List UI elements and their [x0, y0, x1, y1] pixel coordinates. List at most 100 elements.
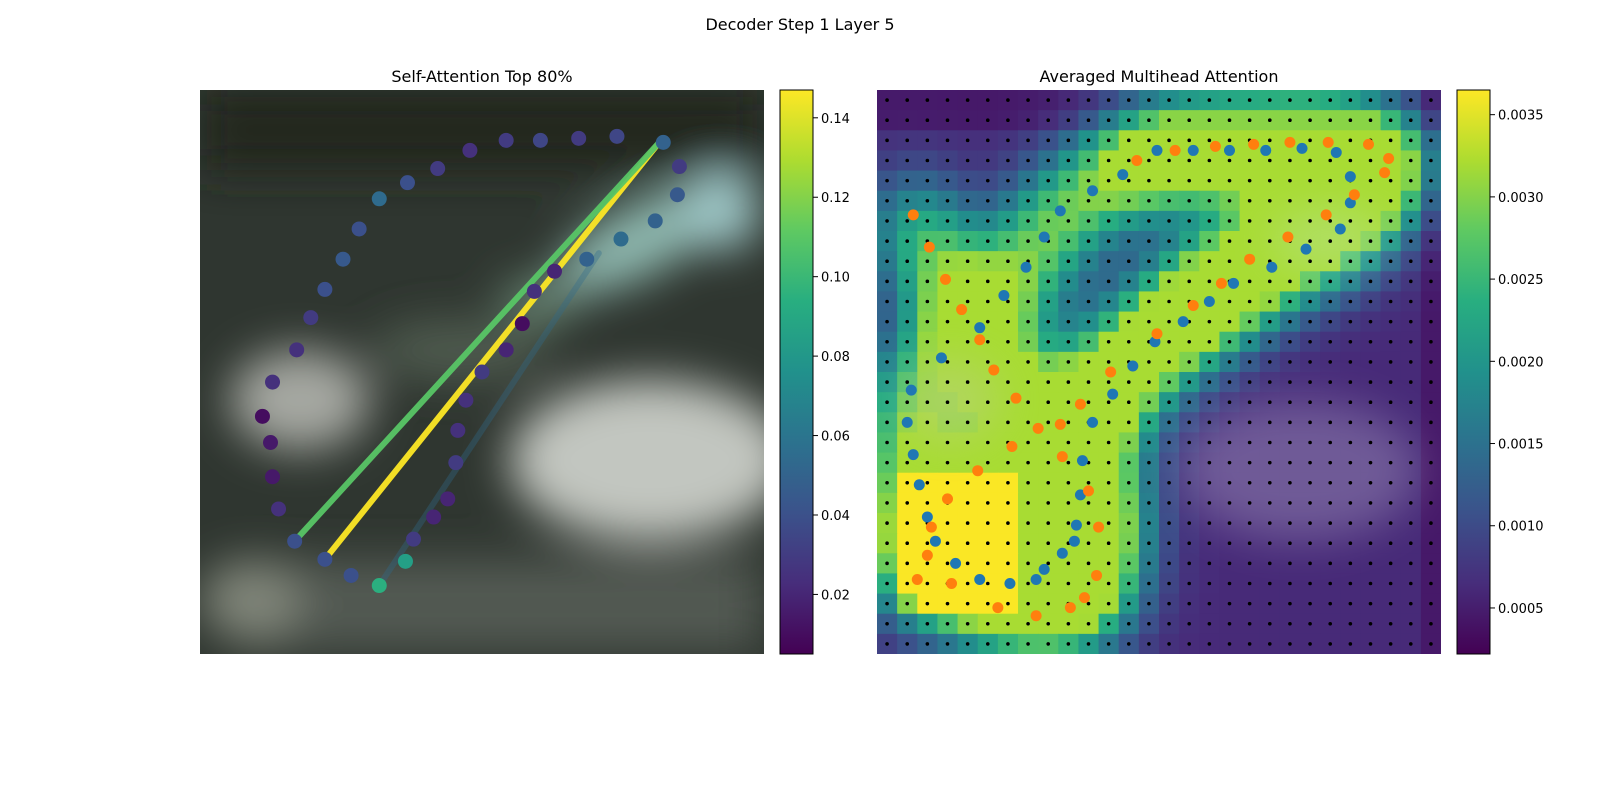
reference-dot	[1429, 319, 1433, 324]
reference-dot	[985, 621, 990, 626]
reference-dot	[1126, 299, 1131, 304]
reference-dot	[1066, 118, 1071, 123]
reference-dot	[1187, 380, 1192, 384]
reference-dot	[1388, 299, 1393, 304]
reference-dot	[985, 642, 990, 646]
reference-dot	[1348, 601, 1353, 606]
reference-dot	[1167, 259, 1171, 264]
reference-dot	[1267, 219, 1272, 223]
reference-dot	[1126, 581, 1131, 586]
reference-dot	[1388, 118, 1393, 123]
reference-dot	[1086, 440, 1091, 445]
reference-dot	[1288, 279, 1292, 284]
reference-dot	[1046, 319, 1051, 324]
reference-dot	[1046, 380, 1051, 384]
reference-dot	[1288, 400, 1292, 405]
reference-dot	[1126, 541, 1131, 546]
reference-dot	[885, 239, 889, 243]
reference-dot	[945, 480, 950, 485]
reference-dot	[885, 219, 889, 223]
reference-dot	[1348, 319, 1353, 324]
blue-point	[1177, 316, 1189, 328]
orange-point	[1244, 253, 1256, 265]
reference-dot	[1046, 118, 1051, 123]
reference-dot	[1026, 299, 1030, 304]
reference-dot	[925, 138, 930, 143]
reference-dot	[1348, 118, 1353, 123]
reference-dot	[985, 581, 990, 586]
reference-dot	[1207, 621, 1212, 626]
reference-dot	[1187, 581, 1192, 586]
left-colorbar: 0.02 0.04 0.06 0.08 0.10 0.12 0.14	[779, 89, 850, 655]
orange-point	[942, 493, 953, 505]
blue-point	[1038, 231, 1050, 243]
reference-dot	[1328, 98, 1333, 102]
reference-dot	[1106, 98, 1111, 102]
reference-dot	[1388, 440, 1393, 445]
trajectory-point	[430, 161, 446, 177]
trajectory-point	[397, 553, 413, 569]
reference-dot	[1066, 219, 1071, 223]
reference-dot	[1126, 521, 1131, 525]
reference-dot	[1368, 561, 1373, 566]
trajectory-point	[265, 469, 281, 485]
orange-point	[1362, 138, 1374, 150]
reference-dot	[905, 239, 910, 243]
reference-dot	[1247, 420, 1252, 425]
reference-dot	[965, 319, 970, 324]
reference-dot	[1207, 360, 1212, 364]
trajectory-point	[669, 187, 685, 203]
reference-dot	[1126, 319, 1131, 324]
reference-dot	[1066, 621, 1071, 626]
reference-dot	[1207, 239, 1212, 243]
reference-dot	[1348, 621, 1353, 626]
reference-dot	[1066, 380, 1071, 384]
reference-dot	[925, 420, 930, 425]
reference-dot	[1167, 178, 1171, 183]
reference-dot	[1308, 239, 1312, 243]
reference-dot	[1227, 541, 1232, 546]
reference-dot	[1267, 420, 1272, 425]
blue-point	[1070, 519, 1082, 531]
reference-dot	[945, 400, 950, 405]
reference-dot	[1288, 339, 1292, 344]
reference-dot	[1368, 400, 1373, 405]
reference-dot	[925, 400, 930, 405]
reference-dot	[1106, 621, 1111, 626]
reference-dot	[1167, 642, 1171, 646]
reference-dot	[1267, 601, 1272, 606]
blue-point	[901, 416, 913, 428]
reference-dot	[1429, 581, 1433, 586]
reference-dot	[1126, 420, 1131, 425]
trajectory-point	[406, 531, 422, 547]
reference-dot	[885, 360, 889, 364]
reference-dot	[1026, 480, 1030, 485]
reference-dot	[1408, 158, 1413, 163]
reference-dot	[1167, 601, 1171, 606]
reference-dot	[1308, 279, 1312, 284]
reference-dot	[1368, 642, 1373, 646]
reference-dot	[1227, 198, 1232, 203]
reference-dot	[1429, 541, 1433, 546]
reference-dot	[1308, 440, 1312, 445]
trajectory-point	[265, 374, 281, 390]
reference-dot	[1006, 501, 1010, 505]
reference-dot	[985, 259, 990, 264]
reference-dot	[1247, 219, 1252, 223]
reference-dot	[885, 380, 889, 384]
reference-dot	[1086, 480, 1091, 485]
reference-dot	[885, 138, 889, 143]
reference-dot	[1046, 601, 1051, 606]
reference-dot	[905, 219, 910, 223]
reference-dot	[925, 541, 930, 546]
orange-point	[1074, 398, 1086, 410]
reference-dot	[885, 501, 889, 505]
reference-dot	[1429, 380, 1433, 384]
reference-dot	[1026, 621, 1030, 626]
reference-dot	[965, 521, 970, 525]
reference-dot	[1388, 380, 1393, 384]
reference-dot	[1046, 178, 1051, 183]
colorbar-tick-label: 0.0005	[1498, 602, 1544, 617]
reference-dot	[985, 400, 990, 405]
reference-dot	[1106, 198, 1111, 203]
